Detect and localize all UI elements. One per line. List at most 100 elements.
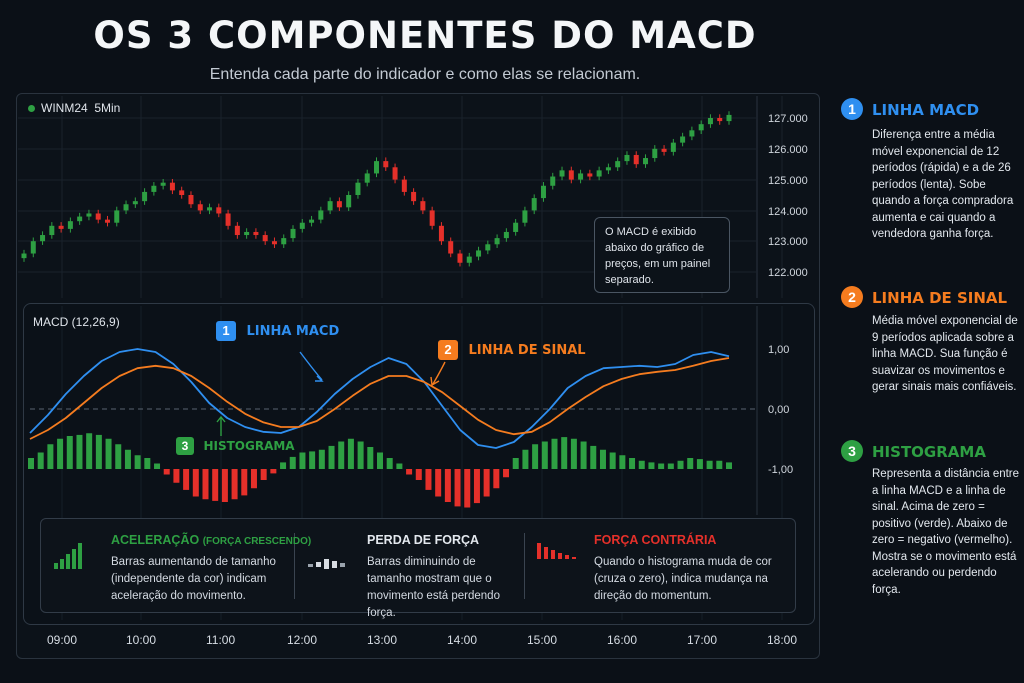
symbol-label: WINM24 5Min [28, 101, 120, 115]
histogram-bar [415, 469, 422, 480]
candle-body [485, 244, 491, 251]
histogram-text: HISTOGRAMA [203, 439, 295, 453]
legend-divider [524, 533, 525, 599]
histogram-bar [590, 445, 597, 469]
histogram-bar [192, 469, 199, 497]
histogram-bar [716, 460, 723, 469]
signal-line [29, 357, 730, 440]
histogram-bar [386, 458, 393, 469]
signal-line-label: 2 LINHA DE SINAL [438, 340, 586, 360]
page-title: OS 3 COMPONENTES DO MACD [93, 14, 757, 57]
legend-title-extra: (FORÇA CRESCENDO) [202, 536, 312, 547]
candle-body [670, 142, 676, 152]
histogram-bar [541, 441, 548, 469]
candle-body [689, 130, 695, 137]
candle-body [494, 238, 500, 245]
candle-body [457, 253, 463, 263]
histogram-bar [609, 452, 616, 469]
signal-line-text: LINHA DE SINAL [468, 343, 586, 358]
candle-body [698, 124, 704, 131]
time-tick-label: 18:00 [767, 633, 798, 647]
acceleration-icon [54, 543, 82, 569]
candle-body [438, 225, 444, 242]
candle-body [707, 118, 713, 125]
histogram-bar [47, 444, 54, 469]
histogram-bar [124, 449, 131, 469]
sidebar-text-macd: Diferença entre a média móvel exponencia… [872, 129, 1014, 240]
candle-body [429, 210, 435, 226]
time-tick-label: 17:00 [687, 633, 718, 647]
time-tick-label: 09:00 [47, 633, 78, 647]
histogram-bar [212, 469, 219, 501]
histogram-bar [706, 460, 713, 469]
macd-line [29, 348, 730, 449]
candle-body [327, 201, 333, 211]
candle-body [197, 204, 203, 211]
histogram-bar [599, 449, 606, 469]
timeframe: 5Min [94, 101, 121, 115]
candle-body [30, 241, 36, 254]
histogram-bar [115, 444, 122, 469]
candle-body [346, 195, 352, 208]
histogram-bar [464, 469, 471, 508]
histogram-bar [37, 452, 44, 469]
histogram-bar [163, 469, 170, 475]
candle-body [234, 225, 240, 236]
histogram-bar [347, 438, 354, 469]
histogram-bar [532, 444, 539, 469]
legend-title-reversal: FORÇA CONTRÁRIA [594, 533, 717, 547]
price-tick-label: 126.000 [768, 144, 808, 156]
histogram-bar [551, 438, 558, 469]
candle-body [299, 222, 305, 229]
candle-body [95, 213, 101, 220]
macd-tick-label: -1,00 [768, 464, 793, 476]
status-dot-icon [28, 105, 35, 112]
histogram-bar [726, 462, 732, 469]
histogram-bar [280, 462, 287, 469]
macd-arrow [299, 351, 323, 381]
legend-title-text: ACELERAÇÃO [111, 533, 200, 547]
price-tick-label: 122.000 [768, 267, 808, 279]
histogram-bar [299, 452, 306, 469]
histogram-bar [173, 469, 180, 483]
candle-body [21, 253, 27, 259]
histogram-bar [454, 469, 461, 507]
candle-body [550, 176, 556, 186]
histogram-bar [667, 463, 674, 469]
candle-body [271, 241, 277, 245]
histogram-bar [221, 469, 228, 502]
histogram-bar [696, 459, 703, 469]
histogram-bar [76, 434, 83, 469]
price-tick-label: 124.000 [768, 206, 808, 218]
signal-arrow [432, 361, 446, 385]
sidebar-text-histogram: Representa a distância entre a linha MAC… [872, 468, 1020, 596]
histogram-bar [66, 436, 73, 469]
macd-line-num: 1 [216, 321, 236, 341]
candle-body [49, 225, 55, 236]
time-tick-label: 16:00 [607, 633, 638, 647]
sidebar-title-macd: LINHA MACD [872, 101, 980, 119]
candle-body [67, 221, 73, 229]
histogram-label: 3 HISTOGRAMA [176, 437, 295, 455]
candle-body [77, 216, 83, 222]
histogram-bar [512, 458, 519, 469]
candle-body [169, 182, 175, 191]
time-tick-label: 11:00 [206, 633, 236, 647]
candle-body [633, 154, 639, 165]
histogram-bar [86, 433, 93, 469]
candle-body [207, 207, 213, 211]
macd-arrow-head [315, 375, 324, 382]
candle-body [643, 158, 649, 165]
legend-text-reversal: Quando o histograma muda de cor (cruza o… [594, 556, 772, 602]
candle-body [262, 235, 268, 242]
candle-body [374, 161, 379, 174]
candle-body [114, 210, 120, 223]
histogram-bar [144, 458, 151, 469]
candle-body [179, 190, 185, 195]
candle-body [587, 173, 593, 177]
signal-arrow-head [430, 376, 440, 387]
legend-divider [294, 533, 295, 599]
histogram-bar [57, 438, 64, 469]
histogram-bar [629, 458, 636, 469]
